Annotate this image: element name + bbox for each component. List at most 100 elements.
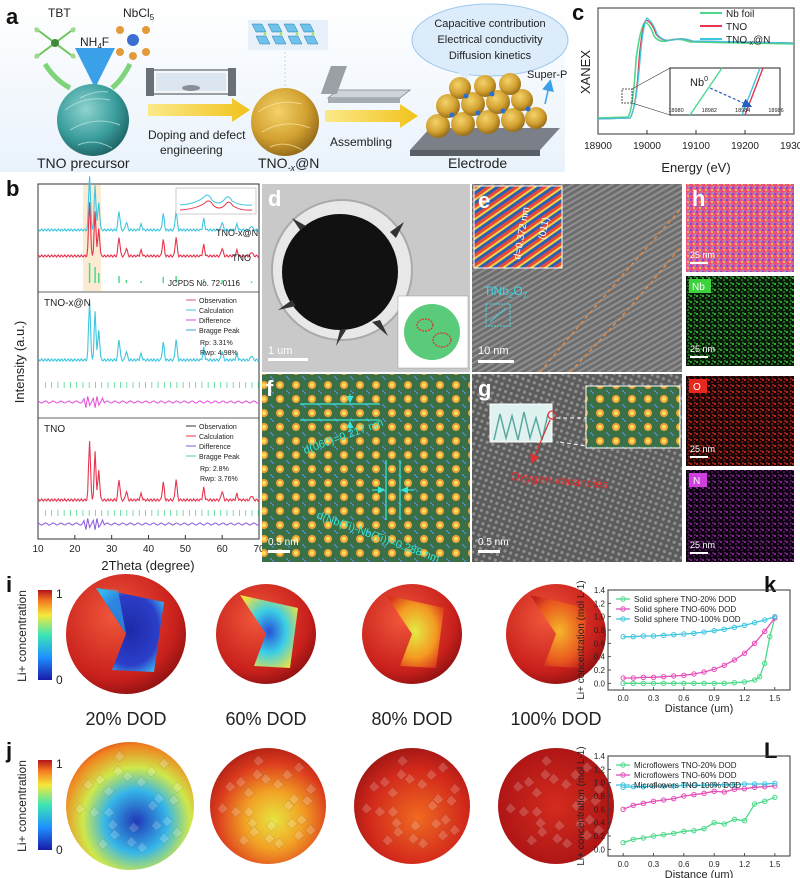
j-petal [409,819,422,832]
j-petal [265,819,278,832]
chart-point [671,631,677,638]
chart-ytick: 0.8 [594,792,606,801]
chart-point [772,613,778,620]
chart-point [691,671,697,677]
chart-point [741,650,748,657]
chart-point [681,793,687,799]
svg-text:Observation: Observation [199,424,237,431]
j-petal [540,754,553,767]
b-diff-line [37,396,260,408]
crystal-structure-icon [248,20,328,50]
panel-d: d 1 um [262,184,470,372]
chart-legend-entry: Microflowers TNO-20% DOD [634,761,737,770]
j-petal [113,750,126,762]
chart-point [756,673,763,680]
j-petal [395,768,408,781]
j-petal [526,834,538,847]
f-scale: 0.5 nm [268,537,299,548]
chart-point [640,680,647,687]
step1-line1: Doping and defect [148,128,246,142]
chart-point [640,835,647,841]
chart-point [751,781,758,787]
j-petal [449,783,462,795]
chart-xtick: 0.6 [678,694,690,703]
chart-frame [607,755,791,857]
chart-legend-entry: Microflowers TNO-60% DOD [634,771,737,780]
j-petal [121,770,134,783]
dod-label-4: 100% DOD [510,709,601,729]
chart-point [630,633,636,640]
c-xtick: 19300 [780,141,800,152]
chart-point [721,789,727,795]
j-petal [128,821,140,834]
j-petal [407,832,420,845]
j-petal [539,768,552,781]
electrode-illustration [410,73,560,156]
chart-point [701,669,707,675]
chart-point [711,819,717,826]
j-petal [445,794,458,807]
chart-point [671,795,677,802]
chart-ytick: 1.0 [594,779,606,788]
chart-point [650,674,657,681]
panel-f: f d(060)=0.217 nm d(Nb(Ti)-Nb(Ti))=0.288… [262,374,470,565]
chart-point [731,781,738,788]
i-sphere-20 [66,574,186,694]
j-petal [416,778,429,790]
j-petal [235,776,247,788]
panel-k-label: k [764,572,777,597]
j-petal [569,768,582,781]
chart-point [721,680,727,687]
chart-point [660,673,667,680]
panel-e: e d=0.372 nm (011) TiNb2O7 10 nm [472,184,683,373]
chart-xtick: 1.5 [769,694,781,703]
chart-point [751,677,758,683]
chart-point [650,798,657,805]
j-sphere-60 [210,748,326,864]
j-petal [584,813,596,826]
chart-point [630,783,636,790]
j-petal [260,773,272,785]
chart-ytick: 0.2 [594,832,606,841]
b-pattern-line [37,301,260,363]
j-petal [153,792,165,805]
nbcl5-label: NbCl5 [123,6,155,22]
panel-i: i 1 0 Li+ concentration 20% DOD 60% DOD … [6,572,606,729]
j-petal [74,802,86,815]
superp-arrow [542,79,554,105]
j-petal [574,817,587,830]
j-petal [581,829,593,842]
chart-point [620,806,626,813]
panel-c-legend: Nb foil TNO TNO-x@N [700,9,770,47]
b-xtick: 40 [143,544,155,555]
chart-legend-entry: Microflowers TNO-100% DOD [634,781,741,790]
dod-label-3: 80% DOD [371,709,452,729]
j-cbar-title: Li+ concentration [15,760,29,852]
chart-point [630,675,636,681]
chart-point [660,680,667,687]
e-scale: 10 nm [478,345,509,357]
svg-text:Rp: 2.8%: Rp: 2.8% [200,466,229,473]
i-sphere-60 [216,584,316,684]
panel-b-ylabel: Intensity (a.u.) [12,321,27,403]
chart-point [671,783,677,789]
j-petal [150,819,163,832]
j-petal [238,834,250,847]
j-petal [593,783,606,795]
chart-point [681,680,687,687]
superp-label: Super-P [527,69,567,81]
j-petal [94,773,106,786]
chart-point [620,839,626,846]
chart-legend-entry: Solid sphere TNO-20% DOD [634,595,736,604]
panel-c-xlabel: Energy (eV) [661,160,730,175]
chart-point [741,781,748,787]
chart-point [671,830,677,837]
chart-point [772,794,778,801]
chart-series-line [622,796,776,844]
svg-text:Difference: Difference [199,444,231,451]
i-cbar-min: 0 [56,673,63,687]
chart-point [711,781,717,788]
b-xtick: 10 [32,544,44,555]
j-petal [531,786,543,799]
step2-label: Assembling [330,135,392,149]
